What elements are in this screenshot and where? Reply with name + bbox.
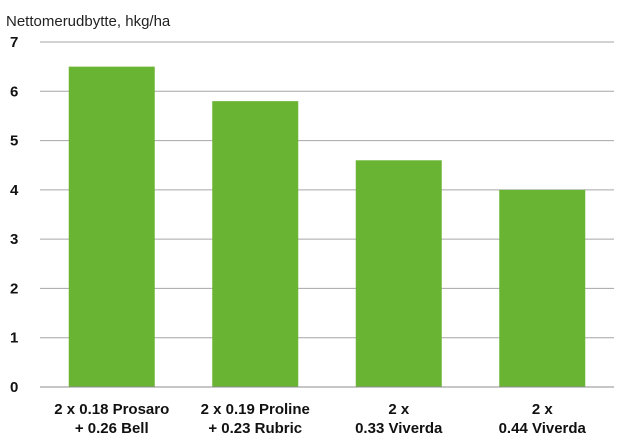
category-label: 2 x 0.44 Viverda: [499, 401, 587, 437]
category-label: 2 x 0.33 Viverda: [355, 401, 443, 437]
bars: [68, 66, 586, 388]
y-tick-label: 2: [10, 280, 18, 297]
category-label-line: 0.44 Viverda: [499, 420, 587, 437]
y-tick-label: 4: [10, 182, 19, 199]
y-tick-label: 5: [10, 133, 18, 150]
y-tick-label: 6: [10, 83, 18, 100]
category-labels: 2 x 0.18 Prosaro + 0.26 Bell 2 x 0.19 Prol…: [54, 401, 586, 437]
category-label-line: 2 x 0.19 Proline: [201, 401, 310, 418]
category-label-line: 2 x 0.18 Prosaro: [54, 401, 169, 418]
bar: [68, 66, 155, 388]
bar: [355, 160, 442, 387]
category-label: 2 x 0.18 Prosaro + 0.26 Bell: [54, 401, 169, 437]
category-label: 2 x 0.19 Proline + 0.23 Rubric: [201, 401, 310, 437]
y-tick-label: 3: [10, 231, 18, 248]
category-label-line: + 0.23 Rubric: [208, 420, 302, 437]
category-label-line: + 0.26 Bell: [75, 420, 149, 437]
y-tick-labels: 0 1 2 3 4 5 6 7: [10, 34, 19, 396]
y-tick-label: 1: [10, 330, 18, 347]
category-label-line: 0.33 Viverda: [355, 420, 443, 437]
category-label-line: 2 x: [532, 401, 554, 418]
bar: [212, 101, 299, 388]
y-tick-label: 7: [10, 34, 18, 51]
category-label-line: 2 x: [388, 401, 410, 418]
bar: [499, 189, 586, 387]
y-tick-label: 0: [10, 379, 18, 396]
y-axis-label: Nettomerudbytte, hkg/ha: [6, 13, 171, 30]
